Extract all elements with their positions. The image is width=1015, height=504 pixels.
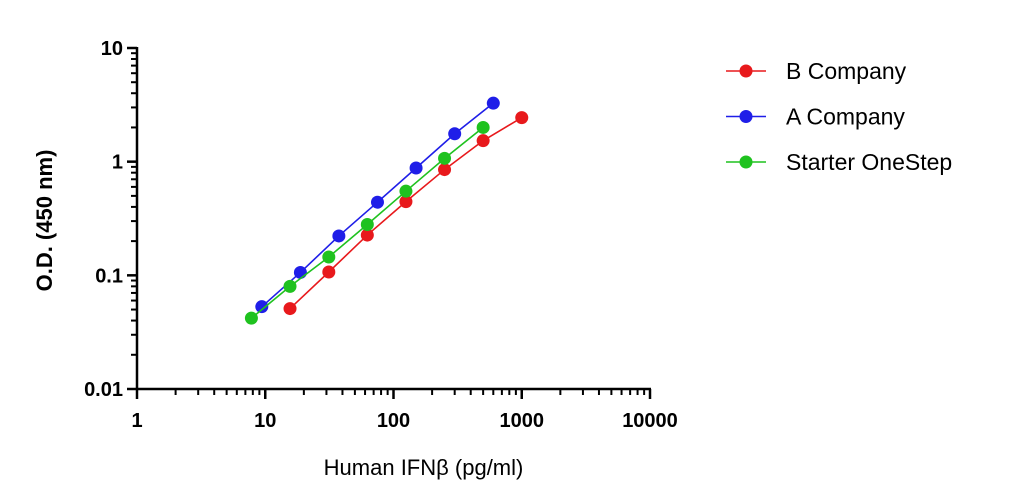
legend-marker (739, 110, 753, 123)
legend-marker (739, 155, 753, 169)
legend-item: Starter OneStep (726, 149, 952, 175)
data-point (360, 228, 374, 242)
data-point (322, 265, 336, 279)
data-point (293, 265, 307, 279)
series-line (289, 116, 523, 310)
data-point (486, 96, 500, 110)
x-tick-label: 10 (254, 410, 276, 432)
x-axis-title: Human IFNβ (pg/ml) (324, 455, 524, 480)
legend-label: B Company (786, 58, 907, 84)
x-tick-label: 1 (131, 410, 142, 432)
data-point (244, 311, 258, 325)
data-point (448, 127, 462, 141)
data-point (476, 120, 490, 134)
legend: B Company A Company Starter OneStep (726, 58, 952, 175)
data-point (399, 195, 413, 209)
data-point (399, 184, 413, 198)
series-2 (244, 120, 490, 325)
data-point (515, 111, 529, 125)
series-layer (244, 96, 529, 325)
data-point (476, 134, 490, 148)
y-tick-label: 10 (101, 38, 123, 60)
data-point (283, 302, 297, 316)
y-tick-label: 0.1 (95, 265, 123, 287)
data-point (283, 279, 297, 293)
data-point (438, 151, 452, 165)
y-axis-title: O.D. (450 nm) (32, 150, 57, 292)
data-point (438, 163, 452, 177)
data-point (360, 218, 374, 232)
series-0 (283, 111, 529, 316)
data-point (370, 195, 384, 209)
x-tick-label: 1000 (500, 410, 545, 432)
data-point (332, 229, 346, 243)
data-point (255, 300, 269, 314)
y-tick-label: 1 (112, 152, 123, 174)
legend-label: Starter OneStep (786, 149, 952, 175)
data-point (322, 250, 336, 264)
legend-label: A Company (786, 104, 905, 130)
y-tick-label: 0.01 (84, 379, 123, 401)
axes: 0.01 0.1 1 10 1 10 100 1000 10000 (84, 38, 678, 432)
legend-item: A Company (726, 104, 905, 130)
y-axis-ticks: 0.01 0.1 1 10 (84, 38, 137, 401)
x-tick-label: 100 (377, 410, 410, 432)
legend-item: B Company (726, 58, 907, 84)
legend-marker (739, 64, 753, 78)
x-axis-ticks: 1 10 100 1000 10000 (131, 389, 678, 432)
data-point (409, 161, 423, 175)
x-tick-label: 10000 (622, 410, 678, 432)
